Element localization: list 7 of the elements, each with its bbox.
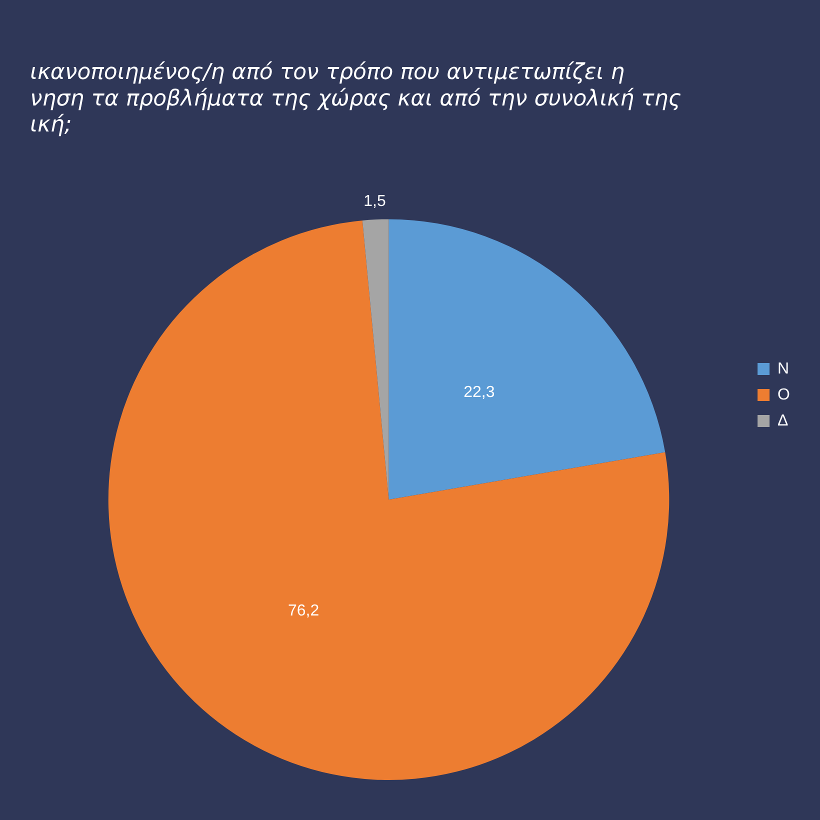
legend-label: Ν: [778, 360, 790, 378]
data-label: 76,2: [288, 602, 320, 620]
chart-title: ικανοποιημένος/η από τον τρόπο που αντιμετωπίζει η νηση τα προβλήματα της χώρας και από την συνολική της ική;: [30, 60, 682, 138]
legend-label: Ο: [778, 386, 790, 404]
data-label: 1,5: [364, 192, 386, 210]
data-label: 22,3: [464, 384, 495, 401]
legend-label: Δ: [778, 412, 789, 430]
